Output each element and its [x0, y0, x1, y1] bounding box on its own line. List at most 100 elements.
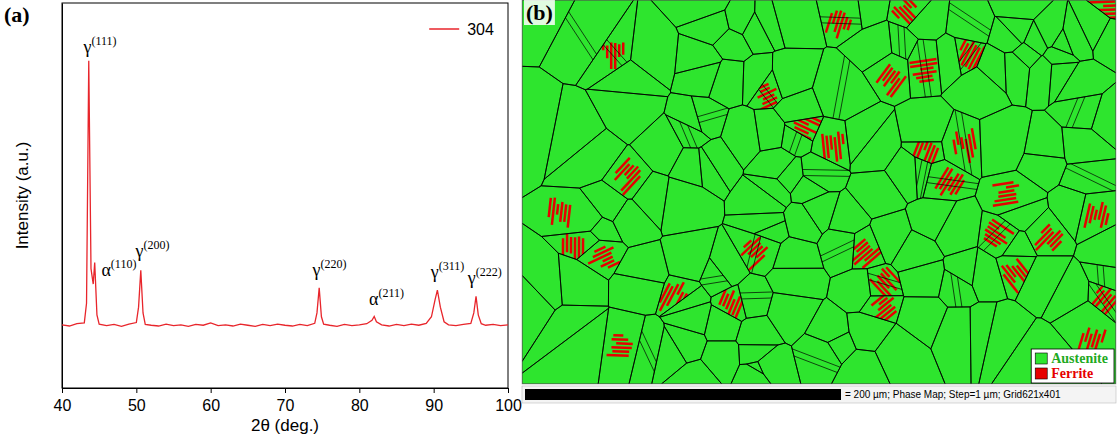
twin-line: [676, 290, 836, 295]
twin-line: [942, 213, 965, 371]
grain: [901, 142, 945, 164]
grain: [691, 96, 729, 140]
grain: [585, 89, 668, 145]
grain: [781, 125, 813, 157]
twin-line: [909, 98, 940, 255]
x-tick-mark: [211, 388, 212, 393]
twin-line: [655, 62, 717, 210]
peak-label-index: (311): [439, 259, 465, 273]
ferrite-patch: [952, 139, 957, 154]
ferrite-patch: [613, 334, 623, 337]
grain: [541, 231, 599, 259]
twin-line: [1048, 39, 1109, 187]
ferrite-patch: [909, 58, 936, 65]
x-tick: 80: [351, 388, 369, 414]
ferrite-patch: [659, 283, 671, 303]
twin-line: [902, 0, 1035, 67]
x-tick: 50: [128, 388, 146, 414]
grain: [590, 217, 622, 242]
plot-frame: [62, 3, 508, 388]
grain: [1012, 43, 1041, 69]
ferrite-patch: [1093, 210, 1098, 221]
grain: [1073, 225, 1116, 268]
grain: [676, 10, 729, 45]
peak-label: γ(200): [135, 238, 170, 261]
ferrite-patch: [913, 70, 937, 76]
grain: [867, 264, 903, 296]
grain: [699, 258, 732, 298]
grain: [743, 147, 796, 178]
ferrite-patch: [1090, 16, 1116, 19]
scale-bar: [525, 389, 841, 400]
grain: [845, 101, 895, 165]
ferrite-patch: [919, 78, 934, 83]
grain-boundaries: [522, 0, 1116, 384]
grain: [1016, 153, 1067, 192]
ferrite-patch: [841, 134, 845, 145]
twin-line: [1092, 195, 1104, 355]
grain: [675, 33, 723, 73]
ferrite-patch: [563, 204, 567, 222]
peak-label: γ(220): [312, 257, 347, 280]
grain: [630, 113, 684, 176]
peak-label: γ(311): [430, 259, 465, 282]
twin-line: [1020, 139, 1116, 209]
grain: [923, 160, 980, 201]
twin-line: [937, 176, 1050, 289]
ferrite-patch: [622, 43, 625, 55]
grain: [1047, 185, 1086, 241]
grain: [784, 116, 823, 141]
grain: [742, 52, 772, 106]
grain: [711, 284, 747, 321]
peak-label-symbol: γ: [83, 37, 92, 57]
x-tick-label: 40: [54, 397, 72, 414]
grain: [576, 0, 638, 90]
grain: [931, 307, 971, 384]
peak-label-index: (200): [144, 238, 170, 252]
phase-map: [522, 0, 1116, 384]
ferrite-patch: [1091, 329, 1099, 348]
peak-label: α(211): [369, 286, 404, 309]
ferrite-patch: [556, 204, 560, 215]
ferrite-patch: [1100, 329, 1106, 343]
peak-label-index: (110): [111, 257, 137, 271]
twin-line: [941, 180, 1054, 293]
twin-line: [948, 212, 971, 370]
grain: [661, 359, 721, 384]
ferrite-patch: [992, 181, 1013, 187]
grain: [875, 323, 945, 384]
ferrite-patch: [566, 205, 571, 228]
twin-line: [766, 67, 820, 218]
ferrite-regions: [547, 0, 1116, 358]
grain: [977, 43, 1006, 93]
twin-line: [732, 172, 770, 327]
grain: [655, 275, 701, 317]
ferrite-patch: [744, 83, 770, 97]
ferrite-patch: [570, 237, 573, 254]
twin-line: [910, 0, 933, 150]
phase-legend-label: Austenite: [1051, 351, 1108, 366]
twin-line: [824, 8, 853, 165]
ferrite-patch: [1040, 223, 1050, 234]
grain: [828, 188, 871, 234]
grain: [725, 0, 755, 35]
grain: [1025, 207, 1077, 255]
grain: [1063, 0, 1093, 61]
grain: [659, 285, 711, 317]
grain: [731, 364, 771, 384]
peak-label-index: (222): [476, 265, 502, 279]
ferrite-patch: [1006, 184, 1019, 189]
map-frame: [522, 0, 1116, 384]
x-axis-line: [63, 389, 509, 394]
ferrite-patch: [829, 135, 833, 149]
ferrite-patch: [618, 44, 621, 57]
phase-legend-swatch: [1035, 368, 1047, 379]
ferrite-patch: [994, 197, 1016, 203]
grain: [660, 302, 712, 335]
grain: [736, 315, 785, 345]
grain: [887, 0, 932, 28]
legend-swatch: [429, 28, 459, 30]
grain: [1002, 231, 1037, 257]
ferrite-patch: [869, 278, 888, 298]
x-tick-label: 50: [128, 397, 146, 414]
